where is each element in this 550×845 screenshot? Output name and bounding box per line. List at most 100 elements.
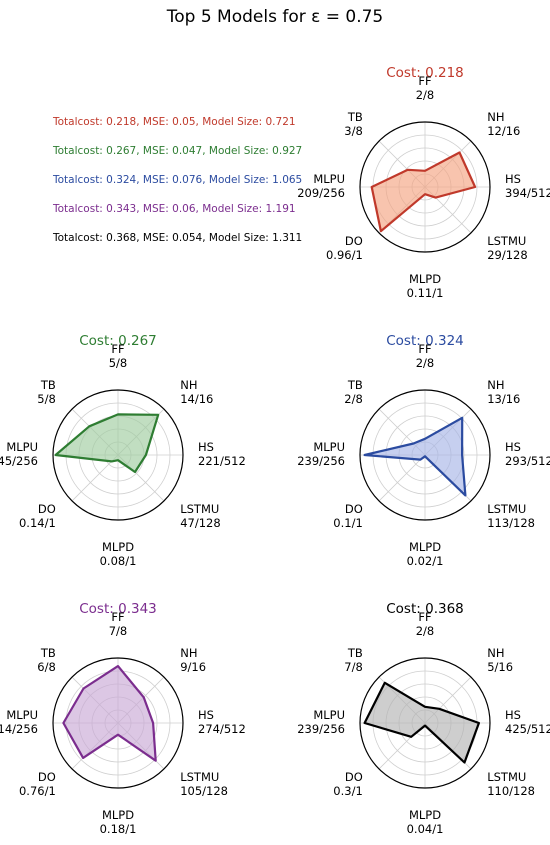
- axis-value-label: 9/16: [180, 660, 206, 674]
- figure-title: Top 5 Models for ε = 0.75: [166, 7, 383, 27]
- axis-label: MLPD: [409, 808, 441, 822]
- axis-value-label: 2/8: [344, 392, 363, 406]
- axis-value-label: 3/8: [344, 124, 363, 138]
- outer-ring: [52, 657, 184, 789]
- axis-label: DO: [38, 770, 56, 784]
- axis-value-label: 0.18/1: [100, 822, 137, 836]
- axis-value-label: 0.11/1: [407, 286, 444, 300]
- axis-value-label: 221/512: [198, 454, 246, 468]
- axis-value-label: 5/8: [109, 356, 128, 370]
- axis-label: FF: [111, 342, 124, 356]
- axis-label: TB: [347, 378, 363, 392]
- axis-label: NH: [487, 378, 504, 392]
- axis-label: LSTMU: [487, 770, 526, 784]
- axis-value-label: 0.08/1: [100, 554, 137, 568]
- grid-spoke: [71, 454, 119, 502]
- data-polygon: [363, 681, 480, 764]
- axis-value-label: 239/256: [297, 454, 345, 468]
- axis-value-label: 7/8: [344, 660, 363, 674]
- axis-label: MLPD: [102, 540, 134, 554]
- axis-value-label: 293/512: [505, 454, 550, 468]
- axis-value-label: 5/16: [487, 660, 513, 674]
- axis-value-label: 13/16: [487, 392, 520, 406]
- legend: Totalcost: 0.218, MSE: 0.05, Model Size:…: [52, 116, 302, 244]
- axis-label: MLPU: [313, 172, 345, 186]
- axis-value-label: 105/128: [180, 784, 228, 798]
- axis-label: LSTMU: [487, 234, 526, 248]
- axis-value-label: 5/8: [37, 392, 56, 406]
- axis-label: MLPD: [102, 808, 134, 822]
- axis-value-label: 0.02/1: [407, 554, 444, 568]
- data-polygon: [62, 664, 157, 762]
- axis-value-label: 0.76/1: [19, 784, 56, 798]
- axis-value-label: 274/512: [198, 722, 246, 736]
- axis-label: MLPU: [313, 440, 345, 454]
- axis-value-label: 2/8: [416, 624, 435, 638]
- axis-label: MLPU: [313, 708, 345, 722]
- axis-value-label: 0.04/1: [407, 822, 444, 836]
- legend-entry: Totalcost: 0.218, MSE: 0.05, Model Size:…: [52, 116, 296, 128]
- data-polygon: [54, 413, 160, 474]
- axis-label: TB: [40, 646, 56, 660]
- axis-value-label: 7/8: [109, 624, 128, 638]
- axis-value-label: 2/8: [416, 356, 435, 370]
- axis-label: DO: [345, 502, 363, 516]
- axis-label: MLPD: [409, 540, 441, 554]
- axis-label: FF: [418, 342, 431, 356]
- legend-entry: Totalcost: 0.343, MSE: 0.06, Model Size:…: [52, 203, 296, 215]
- subplot-title: Cost: 0.218: [386, 65, 464, 81]
- axis-value-label: 214/256: [0, 722, 38, 736]
- axis-label: HS: [505, 440, 521, 454]
- outer-ring: [359, 389, 491, 521]
- axis-label: MLPD: [409, 272, 441, 286]
- outer-ring: [52, 389, 184, 521]
- radar-chart: Cost: 0.267FF5/8NH14/16HS221/512LSTMU47/…: [0, 333, 246, 568]
- axis-value-label: 6/8: [37, 660, 56, 674]
- axis-value-label: 110/128: [487, 784, 535, 798]
- axis-value-label: 0.3/1: [333, 784, 362, 798]
- axis-label: TB: [347, 646, 363, 660]
- subplot-title: Cost: 0.324: [386, 333, 464, 349]
- axis-label: HS: [505, 172, 521, 186]
- axis-label: DO: [345, 770, 363, 784]
- axis-value-label: 0.1/1: [333, 516, 362, 530]
- axis-value-label: 394/512: [505, 186, 550, 200]
- axis-label: MLPU: [6, 440, 38, 454]
- axis-label: HS: [505, 708, 521, 722]
- axis-value-label: 0.96/1: [326, 248, 363, 262]
- axis-label: LSTMU: [180, 502, 219, 516]
- data-polygon: [363, 416, 467, 497]
- axis-label: DO: [38, 502, 56, 516]
- axis-label: LSTMU: [487, 502, 526, 516]
- axis-value-label: 239/256: [297, 722, 345, 736]
- axis-value-label: 29/128: [487, 248, 527, 262]
- axis-label: HS: [198, 440, 214, 454]
- axis-label: TB: [40, 378, 56, 392]
- axis-label: FF: [418, 610, 431, 624]
- subplot-title: Cost: 0.368: [386, 601, 464, 617]
- axis-value-label: 209/256: [297, 186, 345, 200]
- axis-label: MLPU: [6, 708, 38, 722]
- subplot-title: Cost: 0.267: [79, 333, 157, 349]
- legend-entry: Totalcost: 0.267, MSE: 0.047, Model Size…: [52, 145, 302, 157]
- axis-value-label: 245/256: [0, 454, 38, 468]
- grid-spoke: [378, 454, 426, 502]
- axis-label: FF: [111, 610, 124, 624]
- axis-value-label: 47/128: [180, 516, 220, 530]
- axis-value-label: 113/128: [487, 516, 535, 530]
- legend-entry: Totalcost: 0.324, MSE: 0.076, Model Size…: [52, 174, 302, 186]
- axis-label: TB: [347, 110, 363, 124]
- subplot-title: Cost: 0.343: [79, 601, 157, 617]
- radar-chart: Cost: 0.324FF2/8NH13/16HS293/512LSTMU113…: [297, 333, 550, 568]
- axis-label: NH: [180, 378, 197, 392]
- axis-label: DO: [345, 234, 363, 248]
- radar-charts: Cost: 0.218FF2/8NH12/16HS394/512LSTMU29/…: [0, 65, 550, 836]
- axis-label: HS: [198, 708, 214, 722]
- axis-value-label: 0.14/1: [19, 516, 56, 530]
- axis-label: NH: [180, 646, 197, 660]
- axis-label: NH: [487, 110, 504, 124]
